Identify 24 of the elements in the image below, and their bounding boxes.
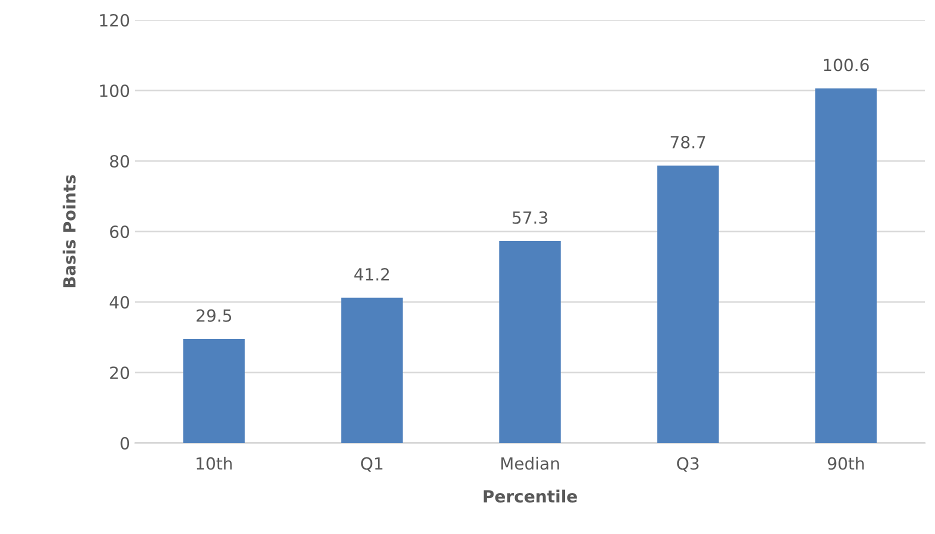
- y-tick-label: 80: [110, 154, 130, 168]
- bar: [499, 241, 561, 443]
- data-label: 57.3: [512, 211, 548, 224]
- x-tick-label: Q3: [677, 457, 699, 472]
- y-tick-label: 40: [110, 296, 130, 309]
- x-axis-title: Percentile: [484, 490, 577, 503]
- x-tick-label: 90th: [828, 456, 864, 470]
- data-label: 100.6: [824, 58, 869, 72]
- bar: [183, 339, 245, 443]
- x-tick-label: Median: [501, 456, 559, 470]
- y-tick-label: 120: [100, 14, 130, 27]
- y-tick-label: 0: [120, 436, 130, 450]
- x-tick-label: 10th: [196, 456, 232, 470]
- y-axis-title: Basis Points: [62, 175, 76, 288]
- y-tick-label: 60: [110, 225, 130, 238]
- data-label: 41.2: [354, 268, 389, 280]
- bar: [657, 166, 719, 443]
- y-tick-label: 100: [100, 84, 130, 98]
- x-tick-label: Q1: [361, 457, 382, 472]
- data-label: 78.7: [670, 136, 706, 148]
- y-tick-label: 20: [110, 366, 130, 380]
- bar: [341, 298, 403, 443]
- bar: [815, 88, 877, 443]
- data-label: 29.5: [196, 309, 232, 322]
